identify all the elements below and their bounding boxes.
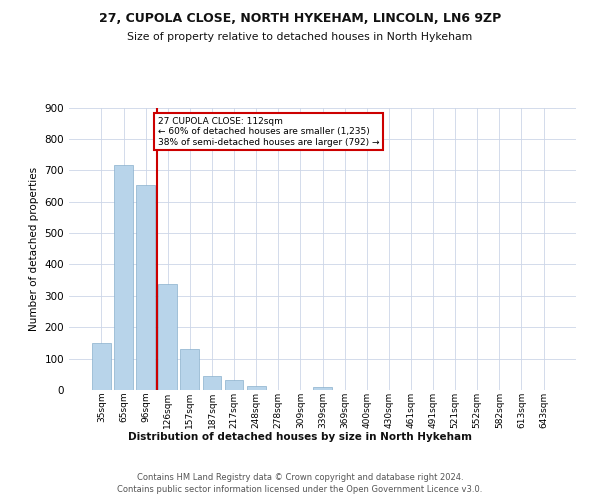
Bar [158, 284, 177, 390]
Text: 27, CUPOLA CLOSE, NORTH HYKEHAM, LINCOLN, LN6 9ZP: 27, CUPOLA CLOSE, NORTH HYKEHAM, LINCOLN… [99, 12, 501, 26]
Text: 27 CUPOLA CLOSE: 112sqm
← 60% of detached houses are smaller (1,235)
38% of semi: 27 CUPOLA CLOSE: 112sqm ← 60% of detache… [158, 117, 379, 146]
Bar [224, 380, 244, 390]
Bar [313, 387, 332, 390]
Text: Distribution of detached houses by size in North Hykeham: Distribution of detached houses by size … [128, 432, 472, 442]
Text: Size of property relative to detached houses in North Hykeham: Size of property relative to detached ho… [127, 32, 473, 42]
Bar [114, 165, 133, 390]
Text: Contains HM Land Registry data © Crown copyright and database right 2024.
Contai: Contains HM Land Registry data © Crown c… [118, 472, 482, 494]
Bar [203, 376, 221, 390]
Bar [181, 349, 199, 390]
Bar [92, 343, 111, 390]
Bar [136, 186, 155, 390]
Bar [247, 386, 266, 390]
Y-axis label: Number of detached properties: Number of detached properties [29, 166, 39, 331]
